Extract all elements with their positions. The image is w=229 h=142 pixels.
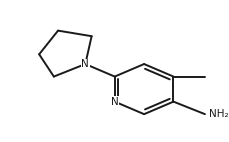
Text: N: N — [110, 97, 118, 107]
Text: NH₂: NH₂ — [208, 109, 227, 119]
Text: N: N — [81, 59, 89, 69]
